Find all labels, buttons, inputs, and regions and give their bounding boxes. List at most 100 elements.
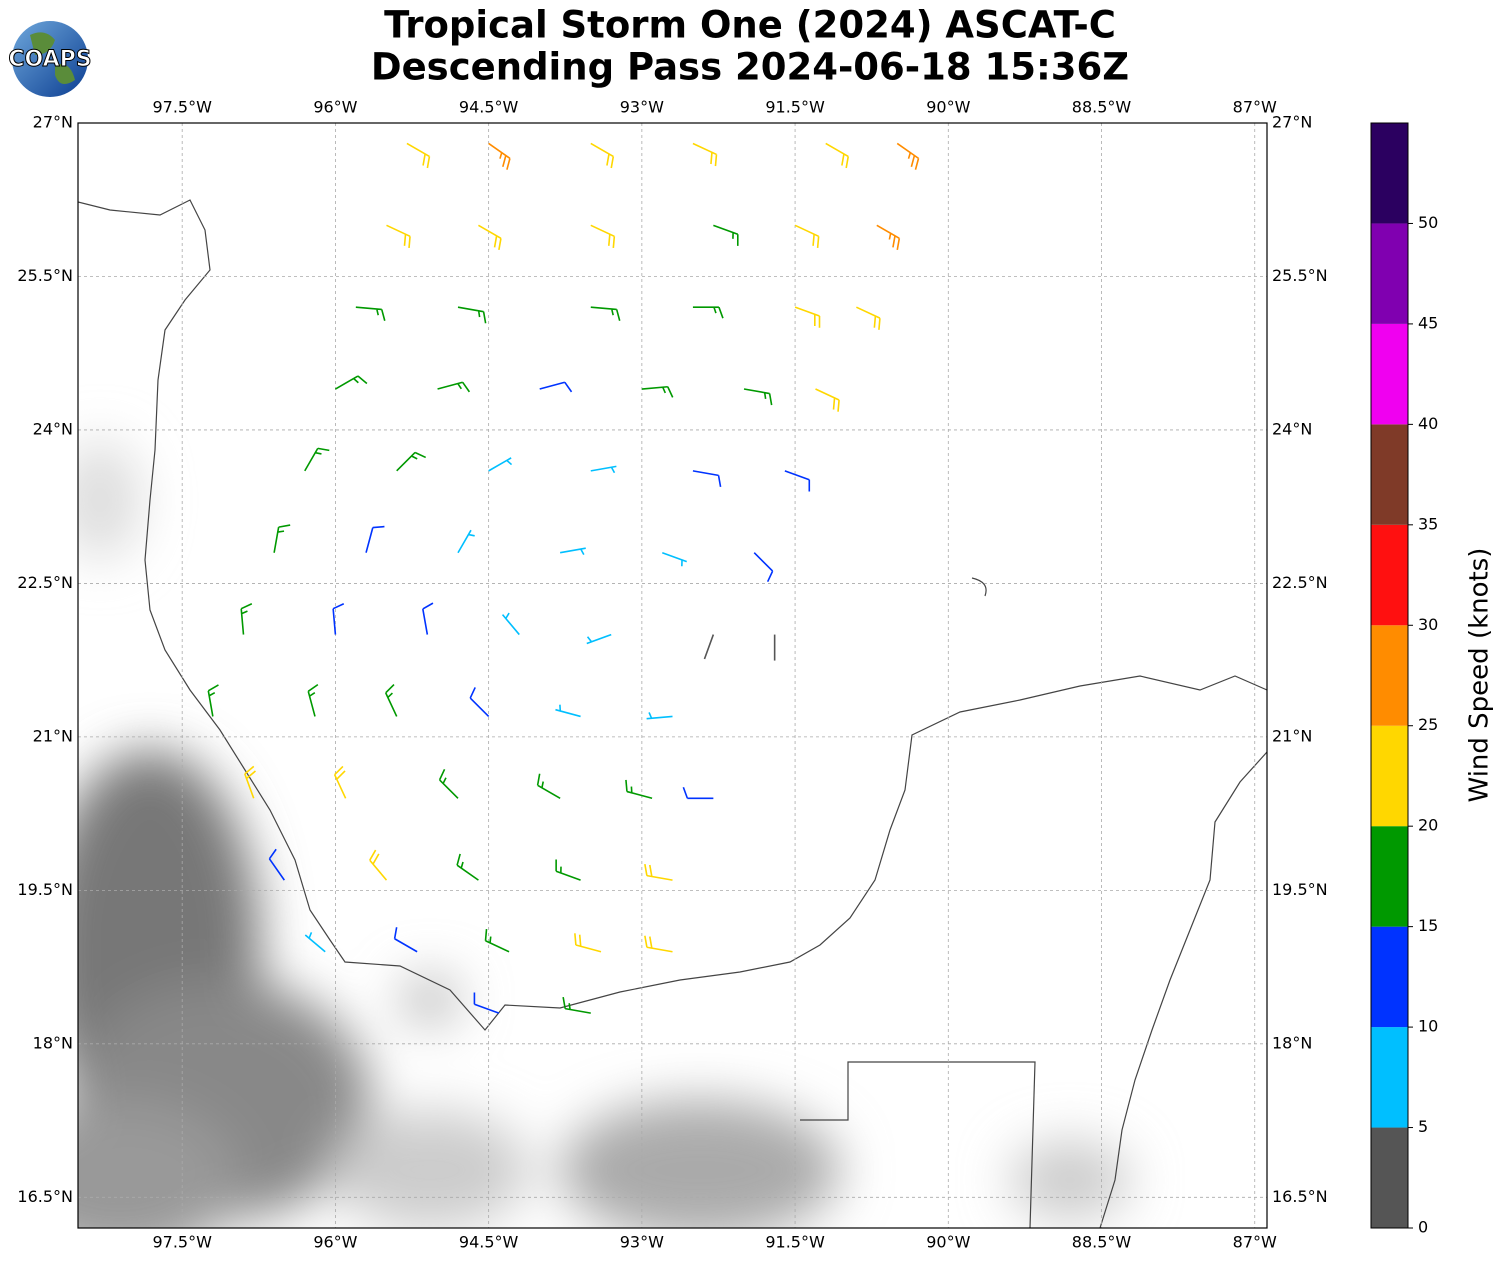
- y-tick-label: 18°N: [33, 1033, 73, 1052]
- colorbar-segment: [1371, 323, 1408, 425]
- x-tick-label: 97.5°W: [152, 1233, 212, 1252]
- wind-barb: [488, 142, 511, 170]
- colorbar-segment: [1371, 1027, 1408, 1128]
- wind-barb: [562, 996, 591, 1014]
- wind-barb: [333, 765, 347, 799]
- logo-text: COAPS: [8, 47, 91, 72]
- wind-barb: [625, 779, 653, 800]
- wind-barb: [784, 470, 811, 492]
- x-tick-label: 91.5°W: [765, 1233, 825, 1252]
- y-tick-label: 24°N: [1272, 419, 1312, 438]
- y-tick-label: 22.5°N: [17, 573, 73, 592]
- colorbar: 0 5 10 15 20 25 30 35 40 45 50: [1370, 122, 1438, 1237]
- y-tick-label: 25.5°N: [17, 266, 73, 285]
- wind-barb: [703, 634, 715, 660]
- wind-barb: [574, 933, 602, 953]
- wind-barb: [307, 683, 319, 717]
- colorbar-tick-label: 25: [1418, 715, 1438, 734]
- colorbar-segment: [1371, 826, 1408, 927]
- wind-barb: [422, 602, 434, 635]
- wind-barb: [646, 712, 673, 720]
- wind-barb: [641, 385, 674, 398]
- wind-barb: [662, 551, 687, 567]
- grid: [78, 123, 1267, 1228]
- wind-barb: [825, 142, 850, 169]
- x-tick-label: 87°W: [1233, 98, 1277, 117]
- x-tick-label: 94.5°W: [459, 1233, 519, 1252]
- wind-barb: [304, 447, 330, 472]
- wind-barb: [244, 765, 256, 799]
- colorbar-segment: [1371, 725, 1408, 827]
- wind-barb: [644, 935, 673, 953]
- wind-barb: [484, 929, 510, 953]
- wind-barb: [369, 849, 388, 881]
- wind-barb: [590, 142, 615, 169]
- wind-barb: [268, 848, 285, 881]
- wind-barb: [590, 465, 617, 474]
- wind-barb: [590, 306, 621, 321]
- wind-barb: [438, 768, 459, 799]
- colorbar-tick-label: 45: [1418, 313, 1438, 332]
- x-tick-label: 87°W: [1233, 1233, 1277, 1252]
- wind-barb: [457, 306, 487, 324]
- colorbar-segment: [1371, 926, 1408, 1028]
- wind-barb: [304, 932, 326, 953]
- colorbar-segment: [1371, 123, 1408, 224]
- wind-barb: [365, 525, 385, 553]
- wind-barb: [856, 306, 881, 330]
- logo: COAPS: [8, 21, 92, 97]
- wind-barb: [559, 547, 586, 556]
- x-tick-label: 94.5°W: [459, 98, 519, 117]
- wind-barb: [456, 853, 479, 881]
- colorbar-segment: [1371, 1127, 1408, 1228]
- colorbar-tick-label: 10: [1418, 1017, 1438, 1036]
- wind-barb: [815, 388, 840, 412]
- x-tick-label: 96°W: [313, 98, 357, 117]
- coastline: [78, 199, 1267, 1228]
- wind-barb: [586, 633, 612, 645]
- y-tick-label: 16.5°N: [17, 1187, 73, 1206]
- x-tick-label: 90°W: [926, 1233, 970, 1252]
- wind-barb: [396, 451, 427, 472]
- y-tick-label: 24°N: [33, 419, 73, 438]
- wind-barb: [469, 687, 490, 717]
- colorbar-frame: [1370, 122, 1409, 1229]
- x-tick-label: 88.5°W: [1072, 98, 1132, 117]
- y-tick-label: 27°N: [33, 113, 73, 132]
- wind-barb: [692, 470, 722, 488]
- map-frame: [77, 122, 1268, 1229]
- y-tick-label: 27°N: [1272, 113, 1312, 132]
- colorbar-tick-label: 5: [1418, 1117, 1428, 1136]
- wind-barb: [536, 773, 561, 799]
- colorbar-segment: [1371, 223, 1408, 324]
- wind-barb: [876, 224, 901, 250]
- wind-barb: [555, 859, 581, 881]
- wind-barb: [488, 457, 513, 472]
- y-tick-label: 21°N: [1272, 726, 1312, 745]
- colorbar-tick-label: 35: [1418, 514, 1438, 533]
- wind-barb: [590, 224, 616, 249]
- y-tick-label: 16.5°N: [1272, 1187, 1328, 1206]
- wind-barb: [240, 603, 253, 635]
- y-tick-label: 25.5°N: [1272, 266, 1328, 285]
- wind-barb: [794, 306, 821, 328]
- wind-barb: [896, 142, 920, 170]
- wind-barb: [743, 388, 773, 406]
- colorbar-segment: [1371, 625, 1408, 726]
- logo-land: [30, 32, 75, 84]
- colorbar-tick-label: 0: [1418, 1218, 1428, 1237]
- x-tick-label: 90°W: [926, 98, 970, 117]
- wind-barb: [555, 704, 581, 718]
- colorbar-tick-label: 30: [1418, 615, 1438, 634]
- y-tick-label: 21°N: [33, 726, 73, 745]
- wind-barb: [386, 224, 411, 249]
- colorbar-segment: [1371, 424, 1408, 525]
- x-tick-label: 96°W: [313, 1233, 357, 1252]
- axis-ticks: 97.5°W 97.5°W 96°W 96°W 94.5°W 94.5°W 93°W 93°W…: [17, 98, 1327, 1252]
- x-tick-label: 88.5°W: [1072, 1233, 1132, 1252]
- wind-barbs: [207, 142, 920, 1014]
- wind-barb: [713, 224, 739, 246]
- wind-barb: [437, 381, 471, 393]
- wind-barb: [393, 927, 418, 953]
